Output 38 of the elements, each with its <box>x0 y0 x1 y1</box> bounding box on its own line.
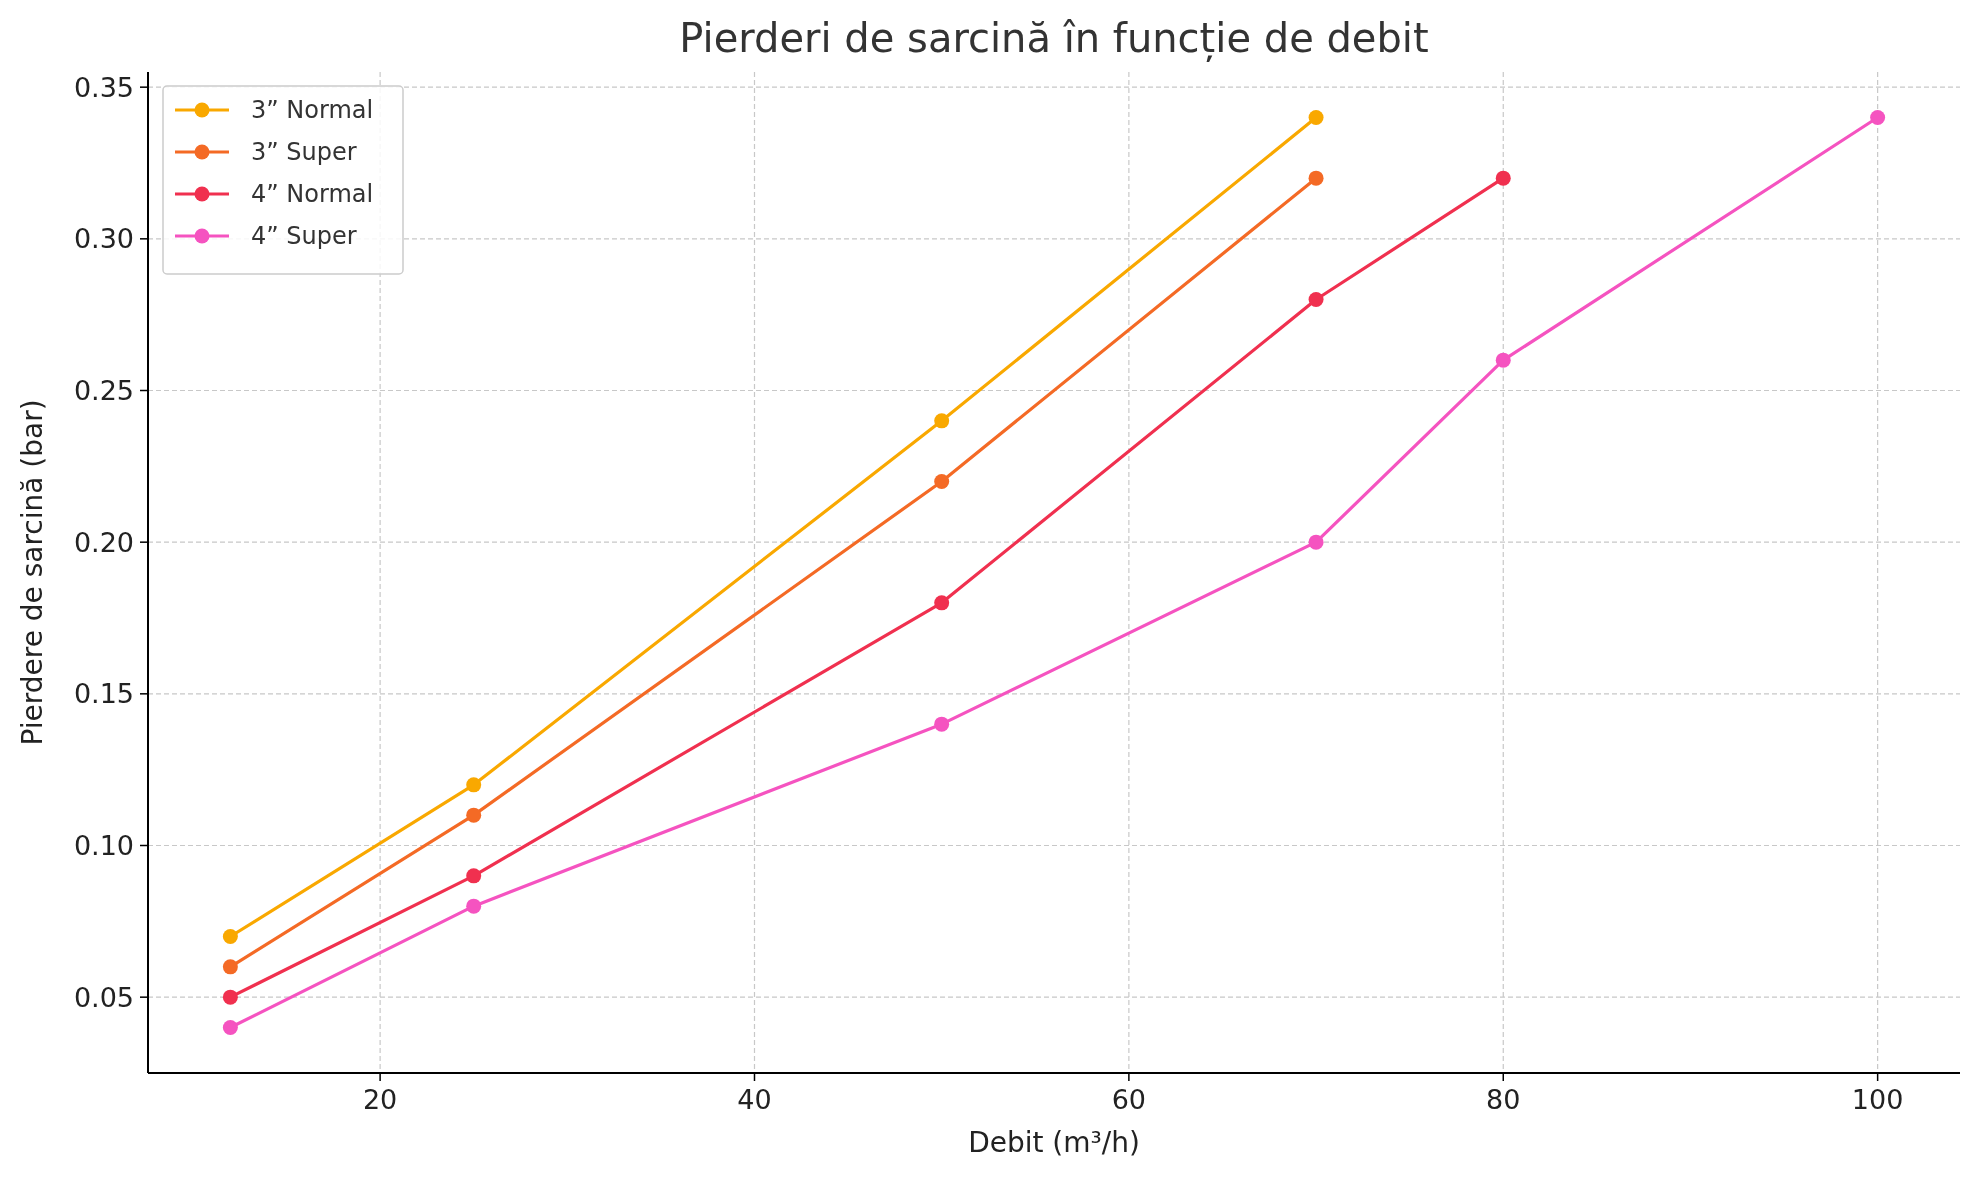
point <box>934 474 950 489</box>
legend-label: 3” Normal <box>251 96 374 125</box>
point <box>1495 170 1511 186</box>
y-tick-label: 0.25 <box>73 374 134 406</box>
x-tick-label: 20 <box>362 1084 398 1115</box>
point <box>466 868 482 884</box>
chart-title: Pierderi de sarcină în funcție de debit <box>679 15 1429 62</box>
point <box>222 989 238 1005</box>
legend-label: 3” Super <box>251 138 357 167</box>
point <box>466 807 482 823</box>
point <box>1308 170 1324 186</box>
point <box>222 1020 238 1035</box>
y-tick-label: 0.35 <box>73 71 134 103</box>
y-tick-label: 0.05 <box>73 981 134 1013</box>
point <box>934 413 950 429</box>
point <box>1308 292 1324 307</box>
point <box>222 929 238 944</box>
y-tick-label: 0.20 <box>73 526 134 558</box>
legend-label: 4” Normal <box>251 180 374 209</box>
y-tick-label: 0.10 <box>73 829 134 861</box>
y-tick-label: 0.30 <box>73 223 134 255</box>
x-tick-label: 100 <box>1851 1084 1904 1115</box>
point <box>222 959 238 975</box>
legend-label: 4” Super <box>251 222 357 251</box>
point <box>934 595 950 611</box>
point <box>1870 110 1886 125</box>
point <box>466 898 482 914</box>
x-tick-label: 60 <box>1111 1084 1147 1115</box>
point <box>1308 110 1324 125</box>
point <box>1308 534 1324 550</box>
point <box>466 777 482 793</box>
point <box>1495 352 1511 368</box>
x-axis-title: Debit (m³/h) <box>968 1126 1140 1159</box>
x-tick-label: 40 <box>737 1084 772 1115</box>
y-tick-label: 0.15 <box>73 678 134 710</box>
y-axis-title: Pierdere de sarcină (bar) <box>16 399 49 746</box>
point <box>934 716 950 732</box>
x-tick-label: 80 <box>1486 1084 1521 1115</box>
